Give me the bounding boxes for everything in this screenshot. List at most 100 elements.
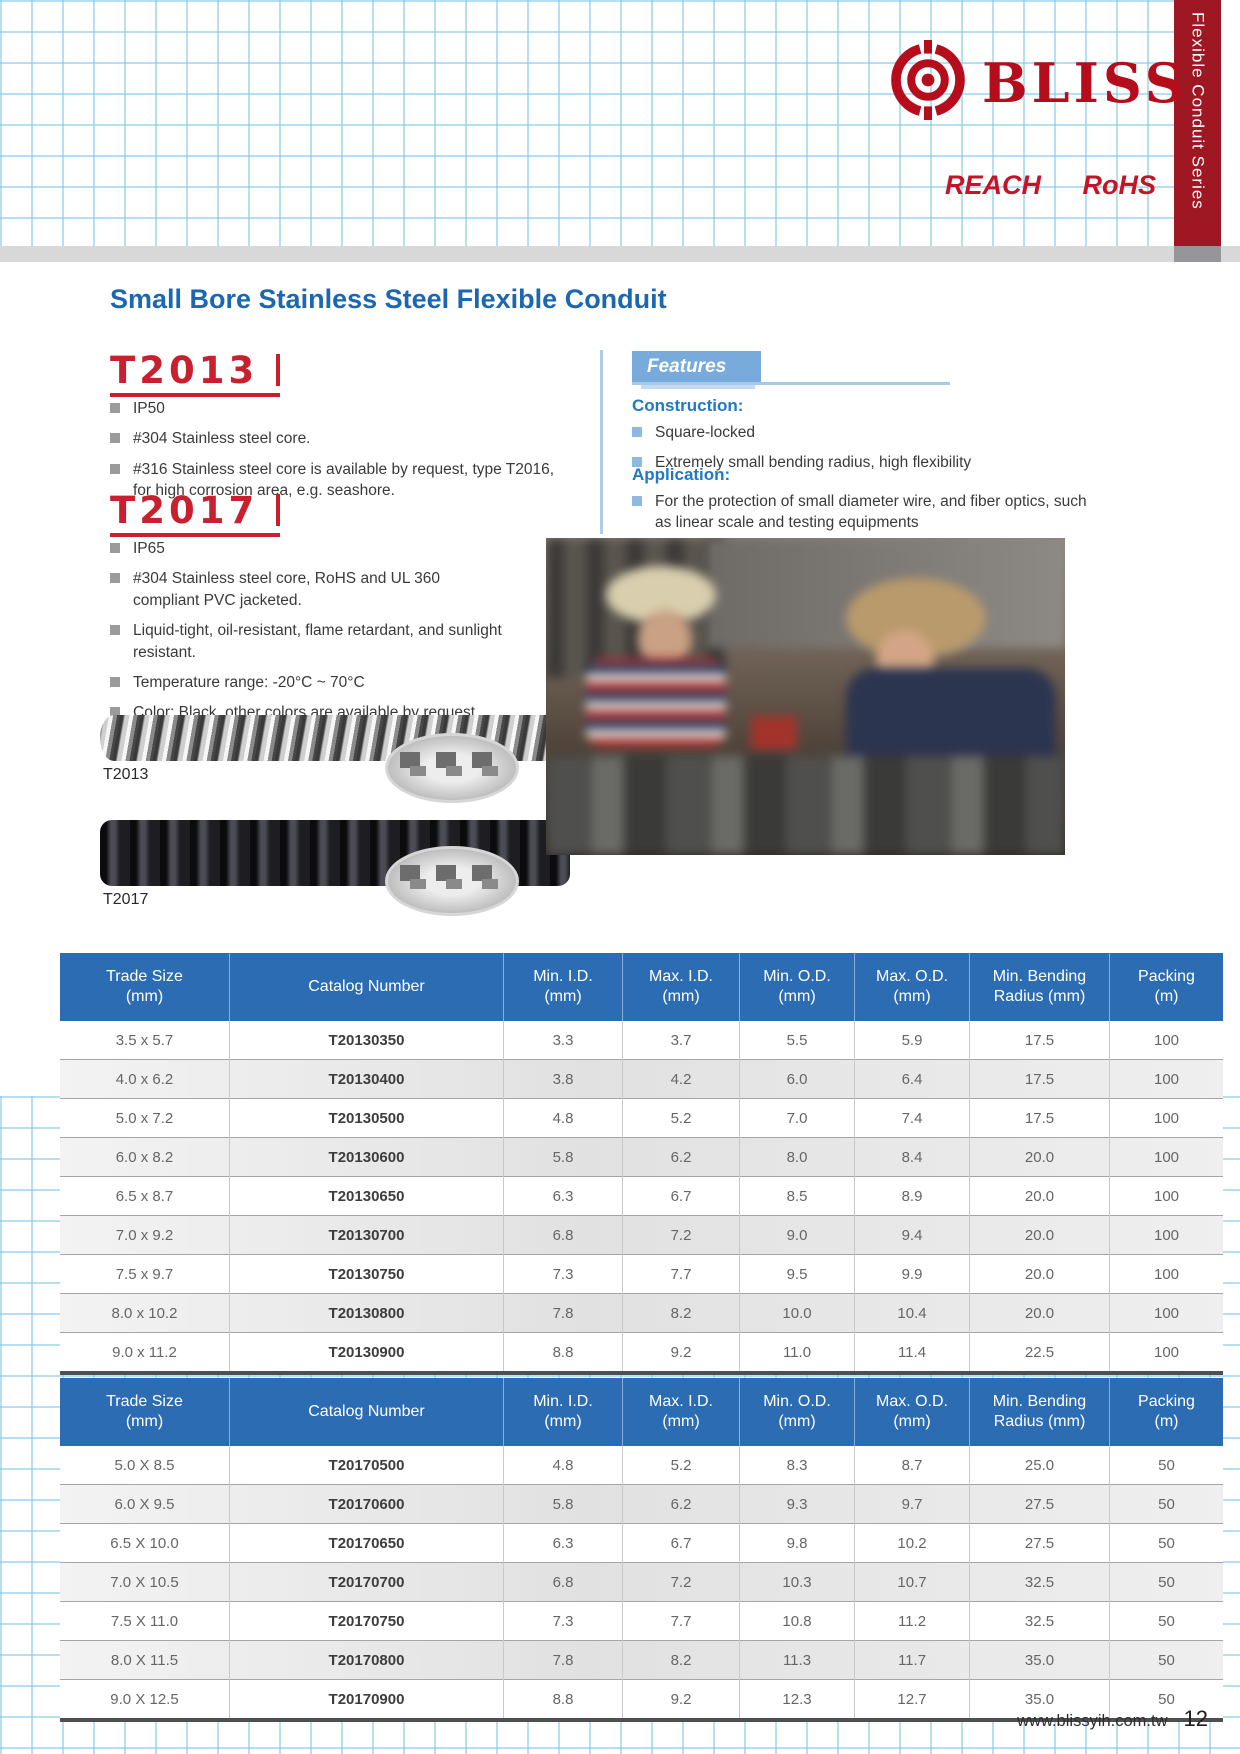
bullet-text: IP50 bbox=[133, 400, 165, 417]
reach-mark: REACH bbox=[945, 170, 1042, 200]
spec-cell: 7.2 bbox=[622, 1562, 740, 1602]
spec-cell: 20.0 bbox=[969, 1137, 1110, 1177]
t2013-heading: T2013 bbox=[110, 352, 281, 397]
bullet-text: #316 Stainless steel core is available b… bbox=[133, 460, 555, 500]
bullet-item: #316 Stainless steel core is available b… bbox=[110, 459, 565, 502]
graph-paper-top bbox=[0, 0, 1174, 246]
series-banner-label: Flexible Conduit Series bbox=[1188, 12, 1208, 210]
spec-cell: 12.3 bbox=[739, 1679, 855, 1720]
bullet-item: Extremely small bending radius, high fle… bbox=[632, 452, 1102, 473]
table-row: 6.0 X 9.5 T20170600 5.8 6.2 9.3 9.7 27.5 50 bbox=[60, 1484, 1223, 1524]
spec-cell: 50 bbox=[1158, 1456, 1175, 1474]
spec-cell: 4.2 bbox=[622, 1059, 740, 1099]
bullet-item: For the protection of small diameter wir… bbox=[632, 491, 1102, 534]
spec-cell: 8.8 bbox=[503, 1679, 623, 1720]
catalog-number-cell: T20170650 bbox=[229, 1523, 504, 1563]
header-row: Trade Size (mm) Catalog Number Min. I.D. (… bbox=[60, 953, 1223, 1021]
spec-cell: 100 bbox=[1109, 1293, 1223, 1333]
spec-cell: 9.9 bbox=[854, 1254, 970, 1294]
spec-cell: 100 bbox=[1109, 1332, 1223, 1373]
spec-cell: 6.0 x 8.2 bbox=[60, 1137, 230, 1177]
column-header: Min. O.D. (mm) bbox=[739, 1378, 855, 1446]
brand-wordmark: BLISS bbox=[982, 50, 1188, 115]
spec-cell: 10.2 bbox=[854, 1523, 970, 1563]
spec-cell: 5.0 X 8.5 bbox=[60, 1446, 230, 1485]
t2017-bullet-list: IP65 #304 Stainless steel core, RoHS and … bbox=[110, 538, 510, 733]
column-header: Min. O.D. (mm) bbox=[739, 953, 855, 1021]
spec-cell: 3.5 x 5.7 bbox=[60, 1021, 230, 1060]
features-heading: Features bbox=[632, 351, 761, 382]
spec-cell: 9.0 X 12.5 bbox=[60, 1679, 230, 1720]
catalog-number-cell: T20170900 bbox=[229, 1679, 504, 1720]
column-header: Min. Bending Radius (mm) bbox=[969, 1378, 1110, 1446]
spec-cell: 5.5 bbox=[739, 1021, 855, 1060]
spec-cell: 7.8 bbox=[503, 1640, 623, 1680]
spec-cell: 50 bbox=[1109, 1484, 1223, 1524]
catalog-number-cell: T20130800 bbox=[229, 1293, 504, 1333]
bullet-text: For the protection of small diameter wir… bbox=[655, 493, 1087, 532]
column-header: Packing (m) bbox=[1109, 953, 1223, 1021]
spec-cell: 8.0 x 10.2 bbox=[60, 1293, 230, 1333]
bliss-logo: BLISS bbox=[888, 40, 1188, 125]
rohs-mark: RoHS bbox=[1082, 170, 1157, 200]
column-header: Max. I.D. (mm) bbox=[622, 1378, 740, 1446]
column-header: Catalog Number bbox=[229, 1378, 504, 1446]
bliss-target-icon bbox=[888, 40, 968, 125]
table-row: 3.5 x 5.7 T20130350 3.3 3.7 5.5 5.9 17.5 100 bbox=[60, 1021, 1223, 1060]
bullet-square-icon bbox=[110, 463, 120, 474]
spec-cell: 4.0 x 6.2 bbox=[60, 1059, 230, 1099]
footer-website: www.blissyih.com.tw bbox=[1017, 1712, 1168, 1730]
features-underline bbox=[632, 382, 950, 385]
spec-cell: 10.4 bbox=[854, 1293, 970, 1333]
spec-cell: 100 bbox=[1109, 1137, 1223, 1177]
table-row: 6.5 X 10.0 T20170650 6.3 6.7 9.8 10.2 27.5 50 bbox=[60, 1523, 1223, 1563]
spec-cell: 20.0 bbox=[969, 1215, 1110, 1255]
spec-cell: 100 bbox=[1109, 1059, 1223, 1099]
series-banner: Flexible Conduit Series bbox=[1174, 0, 1221, 246]
photo-engine-bay bbox=[546, 756, 1065, 855]
column-header: Max. O.D. (mm) bbox=[854, 1378, 970, 1446]
bullet-text: IP65 bbox=[133, 540, 165, 557]
spec-cell: 100 bbox=[1109, 1254, 1223, 1294]
spec-cell: 7.0 bbox=[739, 1098, 855, 1138]
t2017-cross-section-inset-icon bbox=[385, 846, 519, 916]
spec-cell: 9.0 bbox=[739, 1215, 855, 1255]
spec-cell: 6.0 bbox=[739, 1059, 855, 1099]
spec-cell: 22.5 bbox=[969, 1332, 1110, 1373]
construction-list: Square-locked Extremely small bending rad… bbox=[632, 422, 1102, 483]
spec-cell: 50 bbox=[1109, 1640, 1223, 1680]
bullet-item: IP50 bbox=[110, 398, 565, 419]
spec-cell: 6.0 X 9.5 bbox=[60, 1484, 230, 1524]
bullet-text: Temperature range: -20°C ~ 70°C bbox=[133, 673, 365, 691]
spec-cell: 8.2 bbox=[622, 1293, 740, 1333]
bullet-item: Square-locked bbox=[632, 422, 1102, 443]
bullet-item: #304 Stainless steel core. bbox=[110, 428, 565, 449]
spec-cell: 11.2 bbox=[854, 1601, 970, 1641]
bullet-text: Extremely small bending radius, high fle… bbox=[655, 454, 972, 472]
catalog-number-cell: T20130650 bbox=[229, 1176, 504, 1216]
spec-cell: 6.8 bbox=[503, 1215, 623, 1255]
table-row: 5.0 x 7.2 T20130500 4.8 5.2 7.0 7.4 17.5 100 bbox=[60, 1098, 1223, 1138]
application-heading: Application: bbox=[632, 465, 731, 484]
bullet-item: Temperature range: -20°C ~ 70°C bbox=[110, 672, 510, 693]
spec-cell: 8.0 bbox=[739, 1137, 855, 1177]
spec-cell: 27.5 bbox=[969, 1523, 1110, 1563]
spec-cell: 20.0 bbox=[969, 1176, 1110, 1216]
bullet-square-icon bbox=[110, 433, 120, 444]
table-row: 4.0 x 6.2 T20130400 3.8 4.2 6.0 6.4 17.5 100 bbox=[60, 1059, 1223, 1099]
spec-cell: 6.5 x 8.7 bbox=[60, 1176, 230, 1216]
catalog-number-cell: T20170800 bbox=[229, 1640, 504, 1680]
spec-cell: 8.5 bbox=[739, 1176, 855, 1216]
spec-cell: 11.7 bbox=[854, 1640, 970, 1680]
bullet-item: Liquid-tight, oil-resistant, flame retar… bbox=[110, 620, 510, 663]
spec-cell: 12.7 bbox=[854, 1679, 970, 1720]
spec-cell: 7.0 X 10.5 bbox=[60, 1562, 230, 1602]
spec-cell: 100 bbox=[1153, 1031, 1180, 1049]
t2013-cross-section-inset-icon bbox=[385, 733, 519, 803]
spec-cell: 6.2 bbox=[622, 1137, 740, 1177]
photo-girl-striped-shirt bbox=[586, 658, 726, 748]
features-divider-line bbox=[600, 350, 603, 534]
application-list: For the protection of small diameter wir… bbox=[632, 491, 1102, 543]
column-header: Trade Size (mm) bbox=[60, 1378, 230, 1446]
spec-cell: 4.8 bbox=[503, 1098, 623, 1138]
